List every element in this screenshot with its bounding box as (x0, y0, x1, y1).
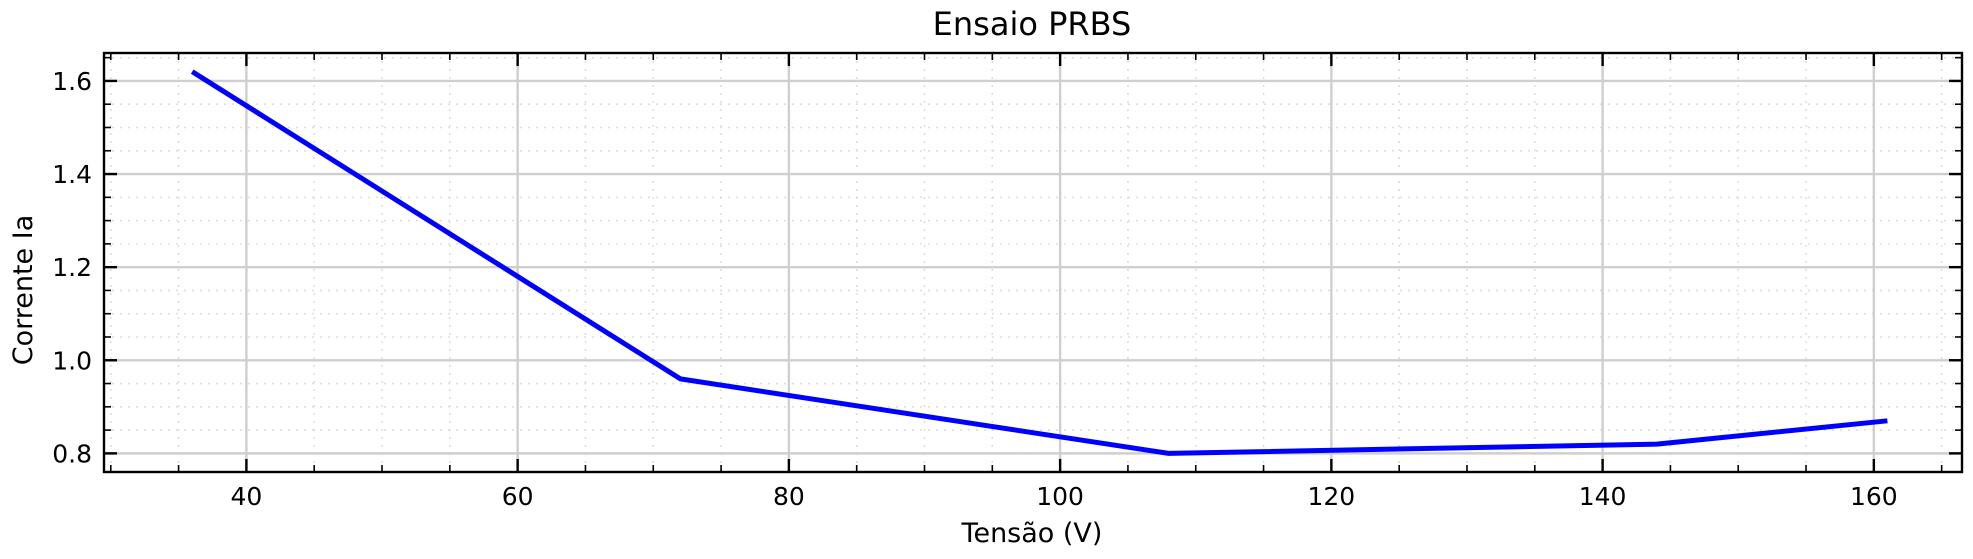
y-tick-label: 1.2 (52, 253, 92, 282)
plot-frame (102, 51, 1964, 474)
tick-marks (104, 53, 1962, 472)
chart-title: Ensaio PRBS (933, 5, 1132, 43)
x-tick-label: 80 (773, 482, 805, 511)
major-gridlines (104, 53, 1962, 472)
y-tick-label: 1.0 (52, 346, 92, 375)
y-axis-label: Corrente Ia (8, 215, 39, 366)
x-axis-label: Tensão (V) (961, 518, 1103, 549)
y-tick-label: 0.8 (52, 439, 92, 468)
minor-gridlines (104, 53, 1962, 472)
series-layer (190, 69, 1888, 456)
series-line (190, 69, 1888, 456)
y-tick-label: 1.4 (52, 160, 92, 189)
x-tick-label: 120 (1308, 482, 1356, 511)
x-tick-label: 140 (1579, 482, 1627, 511)
x-tick-label: 60 (502, 482, 534, 511)
x-tick-labels: 40 60 80 100 120 140 160 (230, 482, 1897, 511)
y-tick-labels: 0.8 1.0 1.2 1.4 1.6 (52, 67, 92, 468)
y-tick-label: 1.6 (52, 67, 92, 96)
x-tick-label: 160 (1850, 482, 1898, 511)
x-tick-label: 40 (230, 482, 262, 511)
x-tick-label: 100 (1036, 482, 1084, 511)
